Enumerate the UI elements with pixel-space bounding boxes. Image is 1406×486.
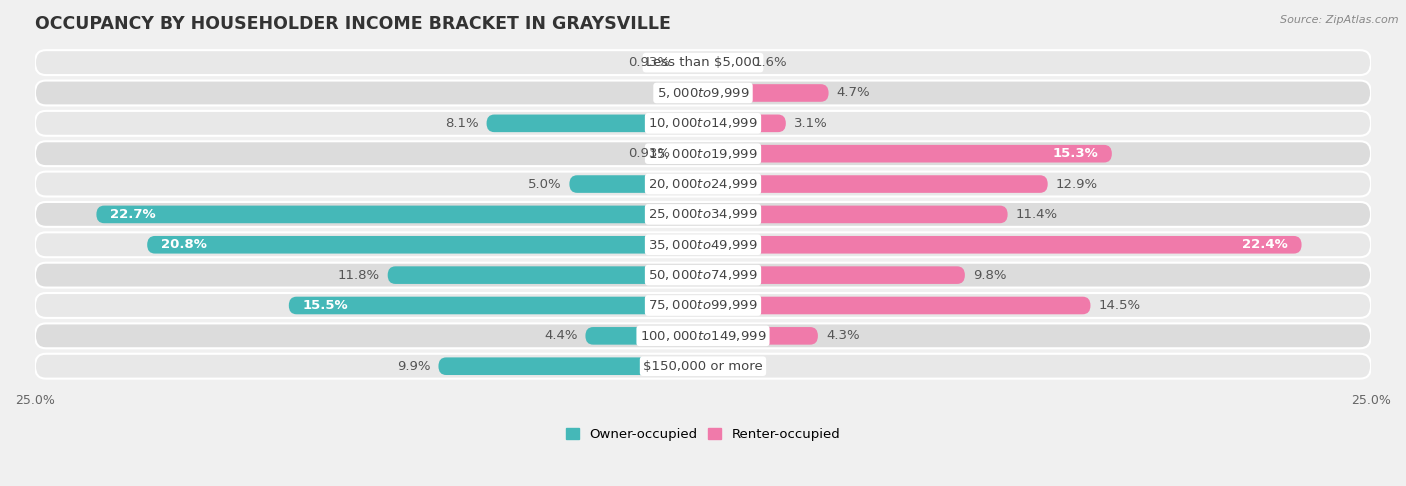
- FancyBboxPatch shape: [35, 111, 1371, 136]
- Text: 22.7%: 22.7%: [110, 208, 156, 221]
- FancyBboxPatch shape: [703, 327, 818, 345]
- Text: $50,000 to $74,999: $50,000 to $74,999: [648, 268, 758, 282]
- FancyBboxPatch shape: [703, 236, 1302, 254]
- FancyBboxPatch shape: [703, 266, 965, 284]
- Text: $25,000 to $34,999: $25,000 to $34,999: [648, 208, 758, 222]
- Text: 14.5%: 14.5%: [1098, 299, 1140, 312]
- FancyBboxPatch shape: [35, 50, 1371, 75]
- FancyBboxPatch shape: [35, 354, 1371, 379]
- Text: $20,000 to $24,999: $20,000 to $24,999: [648, 177, 758, 191]
- Text: 22.4%: 22.4%: [1243, 238, 1288, 251]
- FancyBboxPatch shape: [35, 262, 1371, 288]
- Text: 11.8%: 11.8%: [337, 269, 380, 281]
- FancyBboxPatch shape: [97, 206, 703, 223]
- Text: 20.8%: 20.8%: [160, 238, 207, 251]
- Text: 9.8%: 9.8%: [973, 269, 1007, 281]
- FancyBboxPatch shape: [703, 206, 1008, 223]
- FancyBboxPatch shape: [703, 54, 745, 71]
- Text: $100,000 to $149,999: $100,000 to $149,999: [640, 329, 766, 343]
- FancyBboxPatch shape: [569, 175, 703, 193]
- Text: $75,000 to $99,999: $75,000 to $99,999: [648, 298, 758, 312]
- FancyBboxPatch shape: [288, 296, 703, 314]
- FancyBboxPatch shape: [35, 202, 1371, 227]
- FancyBboxPatch shape: [35, 81, 1371, 105]
- FancyBboxPatch shape: [486, 115, 703, 132]
- FancyBboxPatch shape: [35, 323, 1371, 348]
- FancyBboxPatch shape: [35, 141, 1371, 166]
- Text: 4.4%: 4.4%: [544, 330, 578, 342]
- Text: 11.4%: 11.4%: [1015, 208, 1057, 221]
- Text: 4.7%: 4.7%: [837, 87, 870, 100]
- FancyBboxPatch shape: [703, 175, 1047, 193]
- FancyBboxPatch shape: [439, 357, 703, 375]
- FancyBboxPatch shape: [703, 145, 1112, 162]
- FancyBboxPatch shape: [703, 84, 828, 102]
- FancyBboxPatch shape: [35, 232, 1371, 257]
- Text: Less than $5,000: Less than $5,000: [645, 56, 761, 69]
- FancyBboxPatch shape: [35, 293, 1371, 318]
- Text: $150,000 or more: $150,000 or more: [643, 360, 763, 373]
- Text: 0.93%: 0.93%: [628, 56, 671, 69]
- Text: 5.0%: 5.0%: [527, 177, 561, 191]
- Text: 0.93%: 0.93%: [628, 147, 671, 160]
- FancyBboxPatch shape: [148, 236, 703, 254]
- Text: 15.3%: 15.3%: [1053, 147, 1098, 160]
- FancyBboxPatch shape: [703, 115, 786, 132]
- Text: 15.5%: 15.5%: [302, 299, 347, 312]
- Text: 8.1%: 8.1%: [444, 117, 478, 130]
- FancyBboxPatch shape: [35, 172, 1371, 196]
- Text: 3.1%: 3.1%: [794, 117, 828, 130]
- Text: 9.9%: 9.9%: [396, 360, 430, 373]
- Text: $5,000 to $9,999: $5,000 to $9,999: [657, 86, 749, 100]
- FancyBboxPatch shape: [678, 54, 703, 71]
- FancyBboxPatch shape: [678, 145, 703, 162]
- FancyBboxPatch shape: [703, 296, 1091, 314]
- Text: OCCUPANCY BY HOUSEHOLDER INCOME BRACKET IN GRAYSVILLE: OCCUPANCY BY HOUSEHOLDER INCOME BRACKET …: [35, 15, 671, 33]
- Text: $10,000 to $14,999: $10,000 to $14,999: [648, 116, 758, 130]
- Text: 1.6%: 1.6%: [754, 56, 787, 69]
- Text: Source: ZipAtlas.com: Source: ZipAtlas.com: [1281, 15, 1399, 25]
- Legend: Owner-occupied, Renter-occupied: Owner-occupied, Renter-occupied: [565, 428, 841, 441]
- Text: 4.3%: 4.3%: [825, 330, 859, 342]
- FancyBboxPatch shape: [585, 327, 703, 345]
- Text: 12.9%: 12.9%: [1056, 177, 1098, 191]
- Text: $15,000 to $19,999: $15,000 to $19,999: [648, 147, 758, 161]
- Text: $35,000 to $49,999: $35,000 to $49,999: [648, 238, 758, 252]
- FancyBboxPatch shape: [388, 266, 703, 284]
